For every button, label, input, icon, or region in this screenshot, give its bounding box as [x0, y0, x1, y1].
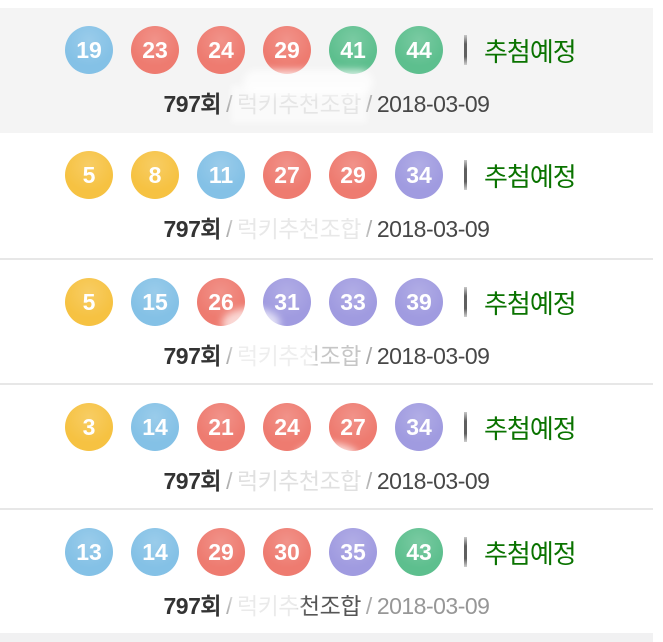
- round-number: 797: [163, 216, 201, 242]
- ball-strip: 19 23 24 29 41 44 추첨예정: [0, 8, 653, 74]
- draw-status-label: 추첨예정: [484, 36, 577, 67]
- lotto-ball: 34: [395, 403, 443, 451]
- lotto-pick-row: 13 14 29 30 35 43 추첨예정 797회 / 럭키추천조합/2018-03-09: [0, 508, 653, 633]
- combo-name: 럭키추천조합: [236, 91, 361, 117]
- lotto-ball: 29: [197, 528, 245, 576]
- round-number: 797: [163, 91, 201, 117]
- combo-name: 럭키추천조합: [236, 468, 361, 494]
- draw-date: 2018-03-09: [376, 468, 490, 494]
- separator-slash: /: [226, 216, 232, 242]
- lotto-ball: 14: [131, 528, 179, 576]
- lotto-pick-row: 5 8 11 27 29 34 추첨예정 797회 / 럭키추천조합/2018-03-09: [0, 133, 653, 258]
- combo-name: 럭키추천조합: [236, 343, 361, 369]
- ball-list: 3 14 21 24 27 34: [65, 403, 443, 451]
- lotto-ball: 5: [65, 151, 113, 199]
- combo-name: 럭키추천조합: [236, 216, 361, 242]
- lotto-ball: 13: [65, 528, 113, 576]
- lotto-pick-row: 3 14 21 24 27 34 추첨예정 797회 / 럭키추천조합/2018-03-09: [0, 383, 653, 508]
- lotto-ball: 15: [131, 278, 179, 326]
- lotto-ball: 19: [65, 26, 113, 74]
- pick-info-line: 797회 / 럭키추천조합/2018-03-09: [0, 85, 653, 119]
- lotto-pick-row: 19 23 24 29 41 44 추첨예정 797회 / 럭키추천조합/2018-03-09: [0, 8, 653, 133]
- separator-slash: /: [226, 593, 232, 619]
- lotto-ball: 24: [197, 26, 245, 74]
- draw-status-label: 추첨예정: [484, 413, 577, 444]
- pick-info-line: 797회 / 럭키추천조합/2018-03-09: [0, 337, 653, 371]
- draw-status-label: 추첨예정: [484, 288, 577, 319]
- draw-date: 2018-03-09: [376, 343, 490, 369]
- draw-date: 2018-03-09: [376, 593, 490, 619]
- separator-slash: /: [226, 343, 232, 369]
- ball-list: 5 15 26 31 33 39: [65, 278, 443, 326]
- lotto-ball: 14: [131, 403, 179, 451]
- lotto-ball: 27: [263, 151, 311, 199]
- next-row-edge: [0, 633, 653, 642]
- round-number: 797: [163, 468, 201, 494]
- lotto-ball: 11: [197, 151, 245, 199]
- draw-status-label: 추첨예정: [484, 161, 577, 192]
- vertical-divider: [464, 412, 467, 442]
- pick-info-line: 797회 / 럭키추천조합/2018-03-09: [0, 462, 653, 496]
- draw-date: 2018-03-09: [376, 91, 490, 117]
- lotto-ball: 29: [263, 26, 311, 74]
- lotto-ball: 43: [395, 528, 443, 576]
- lotto-ball: 29: [329, 151, 377, 199]
- lotto-ball: 41: [329, 26, 377, 74]
- lotto-ball: 8: [131, 151, 179, 199]
- lotto-ball: 3: [65, 403, 113, 451]
- ball-list: 13 14 29 30 35 43: [65, 528, 443, 576]
- lotto-ball: 33: [329, 278, 377, 326]
- round-suffix: 회: [200, 216, 222, 242]
- ball-strip: 3 14 21 24 27 34 추첨예정: [0, 385, 653, 451]
- separator-slash: /: [365, 468, 372, 494]
- ball-list: 19 23 24 29 41 44: [65, 26, 443, 74]
- separator-slash: /: [365, 343, 372, 369]
- lotto-ball: 44: [395, 26, 443, 74]
- lotto-ball: 21: [197, 403, 245, 451]
- vertical-divider: [464, 537, 467, 567]
- ball-strip: 5 8 11 27 29 34 추첨예정: [0, 133, 653, 199]
- lotto-ball: 23: [131, 26, 179, 74]
- draw-date: 2018-03-09: [376, 216, 490, 242]
- lotto-ball: 5: [65, 278, 113, 326]
- round-suffix: 회: [200, 468, 222, 494]
- ball-strip: 5 15 26 31 33 39 추첨예정: [0, 260, 653, 326]
- vertical-divider: [464, 160, 467, 190]
- separator-slash: /: [365, 91, 372, 117]
- lotto-ball: 24: [263, 403, 311, 451]
- lotto-ball: 27: [329, 403, 377, 451]
- separator-slash: /: [365, 216, 372, 242]
- vertical-divider: [464, 287, 467, 317]
- pick-info-line: 797회 / 럭키추천조합/2018-03-09: [0, 587, 653, 621]
- lotto-ball: 26: [197, 278, 245, 326]
- vertical-divider: [464, 35, 467, 65]
- lotto-ball: 35: [329, 528, 377, 576]
- separator-slash: /: [226, 91, 232, 117]
- ball-strip: 13 14 29 30 35 43 추첨예정: [0, 510, 653, 576]
- round-number: 797: [163, 343, 201, 369]
- round-suffix: 회: [200, 91, 222, 117]
- pick-info-line: 797회 / 럭키추천조합/2018-03-09: [0, 210, 653, 244]
- lotto-ball: 39: [395, 278, 443, 326]
- draw-status-label: 추첨예정: [484, 538, 577, 569]
- combo-name: 럭키추천조합: [236, 593, 361, 619]
- lotto-ball: 31: [263, 278, 311, 326]
- ball-list: 5 8 11 27 29 34: [65, 151, 443, 199]
- lotto-ball: 34: [395, 151, 443, 199]
- round-suffix: 회: [200, 343, 222, 369]
- round-suffix: 회: [200, 593, 222, 619]
- separator-slash: /: [226, 468, 232, 494]
- lotto-ball: 30: [263, 528, 311, 576]
- separator-slash: /: [365, 593, 372, 619]
- round-number: 797: [163, 593, 201, 619]
- lotto-pick-row: 5 15 26 31 33 39 추첨예정 797회 / 럭키추천조합/2018-03-09: [0, 258, 653, 383]
